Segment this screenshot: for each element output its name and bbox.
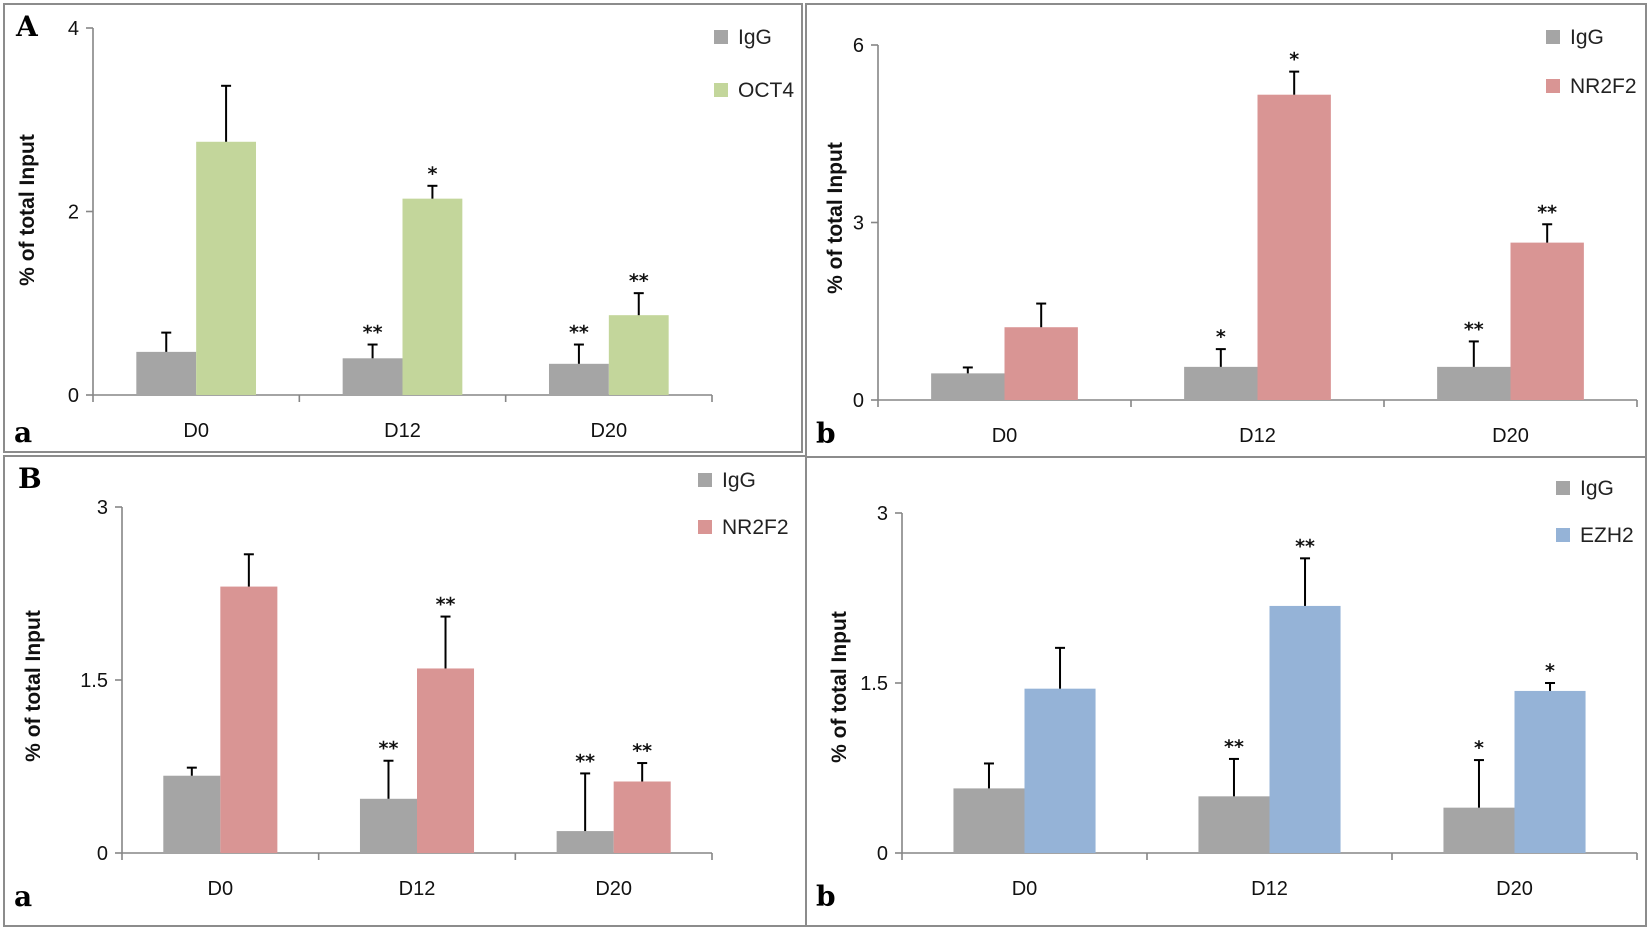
panel-letter-major: B <box>18 462 42 495</box>
bar-ezh2-d0 <box>1024 688 1096 853</box>
panel-border <box>3 3 803 453</box>
legend-label: IgG <box>1580 477 1614 500</box>
significance-marker: ** <box>379 738 399 760</box>
significance-marker: ** <box>1224 736 1244 758</box>
significance-marker: ** <box>575 750 595 772</box>
y-tick-label: 1.5 <box>80 670 108 692</box>
bar-oct4-d0 <box>196 141 257 395</box>
x-category-label: D12 <box>1251 878 1288 900</box>
legend-label: NR2F2 <box>1570 75 1637 98</box>
legend-swatch-igg <box>714 30 728 44</box>
chart-panel-3: 0 1.5 3 % of total Input D0 D12 ** ** D20 ** ** IgG… <box>3 455 807 927</box>
legend-label: IgG <box>738 26 772 49</box>
bar-nr2f2-d12 <box>1257 94 1331 400</box>
y-tick-label: 3 <box>97 497 108 519</box>
x-category-label: D20 <box>1492 425 1529 447</box>
bar-igg-d20 <box>548 363 609 395</box>
significance-marker: ** <box>1295 535 1315 557</box>
y-tick-label: 1.5 <box>860 673 888 695</box>
bar-ezh2-d12 <box>1269 605 1341 853</box>
panel-letter-major: A <box>15 10 39 43</box>
y-tick-label: 4 <box>68 18 79 40</box>
legend-label: IgG <box>1570 26 1604 49</box>
bar-igg-d20 <box>1443 807 1515 853</box>
panel-letter-minor: a <box>14 880 32 913</box>
bar-nr2f2-d12 <box>417 668 475 853</box>
bar-igg-d12 <box>342 358 403 395</box>
bar-nr2f2-d0 <box>220 586 278 853</box>
legend-swatch-igg <box>1556 481 1570 495</box>
y-axis-title: % of total Input <box>16 134 39 286</box>
bar-oct4-d12 <box>402 198 463 395</box>
x-category-label: D0 <box>992 425 1018 447</box>
significance-marker: ** <box>569 322 589 344</box>
significance-marker: ** <box>632 740 652 762</box>
panel-letter-minor: a <box>14 416 32 449</box>
x-category-label: D20 <box>595 878 632 900</box>
significance-marker: ** <box>629 270 649 292</box>
y-tick-label: 3 <box>877 503 888 525</box>
panel-letter-minor: b <box>816 417 836 450</box>
x-category-label: D0 <box>1012 878 1038 900</box>
x-category-label: D0 <box>208 878 234 900</box>
legend-label: OCT4 <box>738 79 794 102</box>
bar-igg-d0 <box>953 788 1025 853</box>
legend-swatch-igg <box>1546 30 1560 44</box>
significance-marker: * <box>1289 49 1299 71</box>
bar-igg-d0 <box>931 373 1005 400</box>
x-category-label: D12 <box>1239 425 1276 447</box>
legend-swatch-nr2f2 <box>1546 79 1560 93</box>
bar-igg-d12 <box>1198 796 1270 853</box>
significance-marker: * <box>427 163 437 185</box>
bar-igg-d0 <box>136 351 197 395</box>
y-axis-title: % of total Input <box>824 142 847 294</box>
bar-nr2f2-d0 <box>1004 327 1078 400</box>
y-tick-label: 3 <box>853 213 864 235</box>
bar-igg-d20 <box>556 831 614 853</box>
bar-igg-d0 <box>163 775 221 853</box>
bar-oct4-d20 <box>608 315 669 395</box>
x-category-label: D0 <box>183 420 209 442</box>
legend-label: NR2F2 <box>722 516 789 539</box>
y-tick-label: 0 <box>68 385 79 407</box>
x-category-label: D12 <box>384 420 421 442</box>
y-tick-label: 6 <box>853 35 864 57</box>
y-axis-title: % of total Input <box>22 610 45 762</box>
legend-label: EZH2 <box>1580 524 1634 547</box>
bar-nr2f2-d20 <box>613 781 671 853</box>
x-category-label: D12 <box>399 878 436 900</box>
significance-marker: * <box>1474 737 1484 759</box>
legend-swatch-nr2f2 <box>698 520 712 534</box>
bar-ezh2-d20 <box>1514 690 1586 853</box>
bar-igg-d12 <box>359 798 417 853</box>
legend-swatch-igg <box>698 473 712 487</box>
significance-marker: ** <box>436 594 456 616</box>
significance-marker: ** <box>1537 201 1557 223</box>
x-category-label: D20 <box>1496 878 1533 900</box>
y-tick-label: 2 <box>68 202 79 224</box>
significance-marker: ** <box>363 322 383 344</box>
y-tick-label: 0 <box>853 390 864 412</box>
y-tick-label: 0 <box>877 843 888 865</box>
significance-marker: * <box>1545 660 1555 682</box>
significance-marker: * <box>1216 326 1226 348</box>
x-category-label: D20 <box>590 420 627 442</box>
bar-nr2f2-d20 <box>1510 242 1584 400</box>
y-axis-title: % of total Input <box>828 611 851 763</box>
bar-igg-d12 <box>1184 366 1258 400</box>
panel-letter-minor: b <box>816 880 836 913</box>
bar-igg-d20 <box>1437 366 1511 400</box>
y-tick-label: 0 <box>97 843 108 865</box>
panel-border <box>805 456 1647 927</box>
significance-marker: ** <box>1464 318 1484 340</box>
legend-label: IgG <box>722 469 756 492</box>
legend-swatch-ezh2 <box>1556 528 1570 542</box>
legend-swatch-oct4 <box>714 83 728 97</box>
